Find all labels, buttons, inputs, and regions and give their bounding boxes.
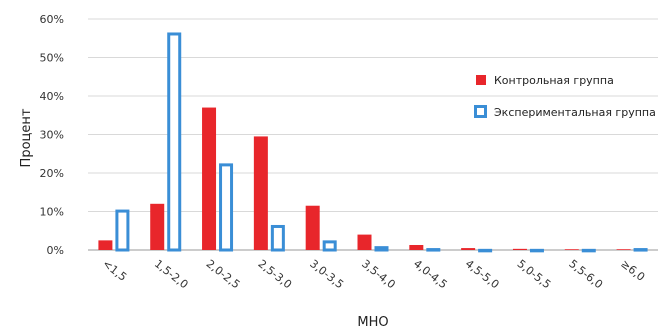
bar-control (357, 234, 372, 250)
bar-control (461, 248, 476, 250)
y-tick-label: 30% (40, 129, 64, 142)
legend-swatch-experimental (474, 105, 487, 118)
x-tick-label: 1,5-2,0 (152, 257, 191, 291)
bar-experimental (219, 163, 234, 252)
x-tick-label: 2,0-2,5 (204, 257, 243, 291)
legend: Контрольная группа Экспериментальная гру… (474, 74, 656, 119)
bar-control (202, 107, 217, 250)
bar-experimental (270, 224, 285, 252)
x-tick-label: ≥6,0 (618, 257, 647, 284)
x-tick-label: 3,5-4,0 (359, 257, 398, 291)
bar-experimental (115, 209, 130, 252)
bar-experimental (322, 240, 337, 252)
bar-experimental (581, 248, 596, 253)
x-tick-label: 4,5-5,0 (463, 257, 502, 291)
y-tick-label: 20% (40, 167, 64, 180)
x-tick-label: 5,5-6,0 (566, 257, 605, 291)
y-axis-title: Процент (19, 108, 34, 167)
bar-experimental (426, 248, 441, 252)
legend-swatch-control (476, 75, 486, 85)
x-tick-label: 5,0-5,5 (515, 257, 554, 291)
bar-control (564, 249, 579, 250)
y-tick-label: 40% (40, 90, 64, 103)
y-tick-label: 10% (40, 206, 64, 219)
x-tick-label: 4,0-4,5 (411, 257, 450, 291)
x-tick-label: 3,0-3,5 (307, 257, 346, 291)
x-tick-label: <1,5 (100, 257, 129, 284)
bar-control (616, 249, 631, 250)
legend-label-control: Контрольная группа (494, 74, 614, 87)
bar-experimental (529, 248, 544, 253)
y-tick-label: 50% (40, 52, 64, 65)
bar-experimental (478, 248, 493, 253)
bar-experimental (374, 246, 389, 252)
bars (98, 32, 648, 253)
bar-experimental (633, 248, 648, 252)
bar-control (409, 244, 424, 250)
legend-label-experimental: Экспериментальная группа (494, 106, 656, 119)
bar-control (253, 136, 268, 250)
bar-control (512, 248, 527, 250)
x-tick-labels: <1,5 1,5-2,0 2,0-2,5 2,5-3,0 3,0-3,5 3,5-4,0 4… (100, 257, 647, 291)
x-axis-title: МНО (357, 315, 388, 330)
bar-experimental (167, 32, 182, 252)
x-tick-label: 2,5-3,0 (256, 257, 295, 291)
bar-control (150, 203, 165, 250)
bar-control (98, 240, 113, 250)
gridlines (88, 18, 658, 251)
y-tick-labels: 0% 10% 20% 30% 40% 50% 60% (40, 13, 64, 257)
y-tick-label: 0% (47, 244, 64, 257)
bar-control (305, 205, 320, 250)
y-tick-label: 60% (40, 13, 64, 26)
